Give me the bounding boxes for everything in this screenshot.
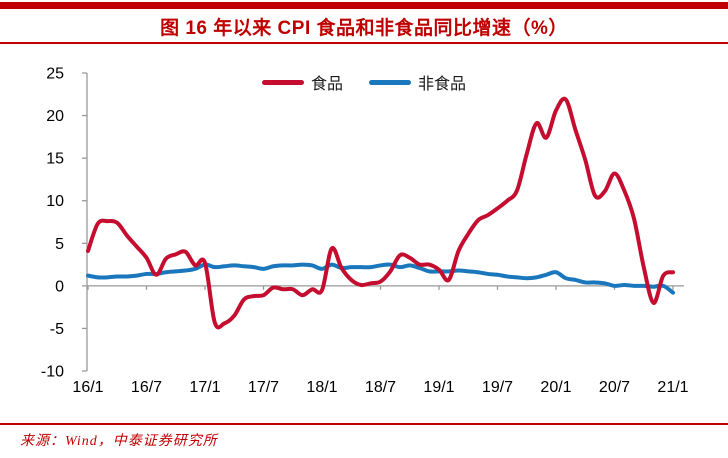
x-tick-label: 17/7 (248, 379, 279, 396)
x-tick-label: 16/7 (131, 379, 162, 396)
food-line-swatch (261, 79, 304, 85)
title-divider-line (0, 42, 728, 44)
nonfood-series-line (86, 262, 675, 295)
top-accent-bar (0, 2, 728, 9)
x-tick-label: 21/1 (657, 379, 688, 396)
x-tick-label: 20/1 (540, 379, 571, 396)
legend-label-nonfood: 非食品 (418, 76, 467, 93)
x-tick-label: 20/7 (599, 379, 630, 396)
legend-item-food: 食品 (261, 70, 343, 94)
x-tick-label: 18/7 (365, 379, 396, 396)
y-tick-label: 10 (46, 193, 64, 210)
y-tick-label: 20 (46, 108, 64, 125)
food-series-line (86, 96, 675, 330)
y-tick-label: -5 (50, 321, 64, 338)
y-tick-label: 15 (46, 151, 64, 168)
nonfood-line-swatch (369, 79, 411, 85)
x-tick-label: 19/7 (482, 379, 513, 396)
y-tick-label: -10 (41, 364, 64, 381)
x-tick-label: 18/1 (306, 379, 337, 396)
y-tick-label: 0 (55, 278, 64, 295)
y-tick-label: 5 (55, 236, 64, 253)
legend-label-food: 食品 (310, 76, 343, 93)
x-tick-label: 17/1 (189, 379, 220, 396)
figure-title: 图 16 年以来 CPI 食品和非食品同比增速（%） (160, 18, 568, 39)
source-note: 来源：Wind，中泰证券研究所 (20, 434, 218, 449)
legend-item-nonfood: 非食品 (369, 70, 466, 94)
chart-legend: 食品 非食品 (0, 70, 728, 94)
x-tick-label: 19/1 (423, 379, 454, 396)
y-tick-label: 25 (46, 66, 64, 83)
x-tick-label: 16/1 (72, 379, 103, 396)
footer-divider-line (0, 423, 728, 425)
